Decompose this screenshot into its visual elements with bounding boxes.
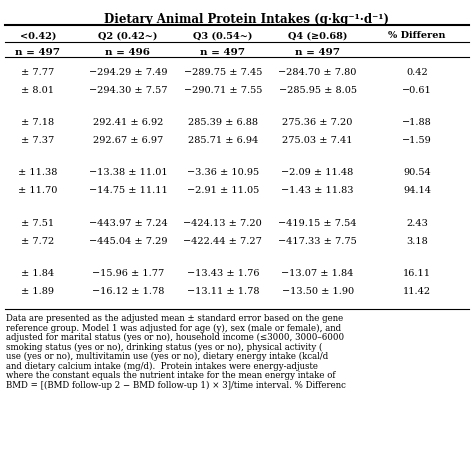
Text: 2.43: 2.43 [406, 219, 428, 228]
Text: ± 1.84: ± 1.84 [21, 269, 55, 278]
Text: reference group. Model 1 was adjusted for age (y), sex (male or female), and: reference group. Model 1 was adjusted fo… [6, 324, 344, 333]
Text: 90.54: 90.54 [403, 168, 431, 177]
Text: −14.75 ± 11.11: −14.75 ± 11.11 [89, 186, 167, 195]
Text: adjusted for marital status (yes or no), household income (≤3000, 3000–6000: adjusted for marital status (yes or no),… [6, 333, 346, 342]
Text: Q2 (0.42~): Q2 (0.42~) [98, 31, 158, 40]
Text: 292.67 ± 6.97: 292.67 ± 6.97 [93, 136, 163, 145]
Text: −443.97 ± 7.24: −443.97 ± 7.24 [89, 219, 167, 228]
Text: BMD = [(BMD follow-up 2 − BMD follow-up 1) × 3]/time interval. % Differenc: BMD = [(BMD follow-up 2 − BMD follow-up … [6, 381, 346, 390]
Text: −294.29 ± 7.49: −294.29 ± 7.49 [89, 68, 167, 77]
Text: −417.33 ± 7.75: −417.33 ± 7.75 [278, 237, 357, 246]
Text: ± 7.72: ± 7.72 [21, 237, 55, 246]
Text: % Differen: % Differen [388, 31, 446, 40]
Text: n = 496: n = 496 [106, 48, 150, 57]
Text: −13.43 ± 1.76: −13.43 ± 1.76 [187, 269, 259, 278]
Text: −2.91 ± 11.05: −2.91 ± 11.05 [187, 186, 259, 195]
Text: −424.13 ± 7.20: −424.13 ± 7.20 [183, 219, 262, 228]
Text: −13.07 ± 1.84: −13.07 ± 1.84 [282, 269, 354, 278]
Text: ± 7.37: ± 7.37 [21, 136, 55, 145]
Text: 3.18: 3.18 [406, 237, 428, 246]
Text: Data are presented as the adjusted mean ± standard error based on the gene: Data are presented as the adjusted mean … [6, 314, 343, 323]
Text: −1.59: −1.59 [402, 136, 432, 145]
Text: ± 11.70: ± 11.70 [18, 186, 58, 195]
Text: −16.12 ± 1.78: −16.12 ± 1.78 [92, 287, 164, 296]
Text: n = 497: n = 497 [201, 48, 245, 57]
Text: Dietary Animal Protein Intakes (g·kg⁻¹·d⁻¹): Dietary Animal Protein Intakes (g·kg⁻¹·d… [104, 13, 389, 26]
Text: −13.38 ± 11.01: −13.38 ± 11.01 [89, 168, 167, 177]
Text: −15.96 ± 1.77: −15.96 ± 1.77 [92, 269, 164, 278]
Text: −290.71 ± 7.55: −290.71 ± 7.55 [183, 86, 262, 95]
Text: ± 7.77: ± 7.77 [21, 68, 55, 77]
Text: n = 497: n = 497 [295, 48, 340, 57]
Text: −2.09 ± 11.48: −2.09 ± 11.48 [282, 168, 354, 177]
Text: −294.30 ± 7.57: −294.30 ± 7.57 [89, 86, 167, 95]
Text: 11.42: 11.42 [403, 287, 431, 296]
Text: −0.61: −0.61 [402, 86, 432, 95]
Text: −1.88: −1.88 [402, 118, 432, 127]
Text: ± 11.38: ± 11.38 [18, 168, 58, 177]
Text: where the constant equals the nutrient intake for the mean energy intake of: where the constant equals the nutrient i… [6, 371, 335, 380]
Text: −13.11 ± 1.78: −13.11 ± 1.78 [187, 287, 259, 296]
Text: −419.15 ± 7.54: −419.15 ± 7.54 [278, 219, 357, 228]
Text: 16.11: 16.11 [403, 269, 431, 278]
Text: −3.36 ± 10.95: −3.36 ± 10.95 [187, 168, 259, 177]
Text: −1.43 ± 11.83: −1.43 ± 11.83 [282, 186, 354, 195]
Text: ± 1.89: ± 1.89 [21, 287, 55, 296]
Text: 94.14: 94.14 [403, 186, 431, 195]
Text: Q3 (0.54~): Q3 (0.54~) [193, 31, 253, 40]
Text: 285.71 ± 6.94: 285.71 ± 6.94 [188, 136, 258, 145]
Text: and dietary calcium intake (mg/d).  Protein intakes were energy-adjuste: and dietary calcium intake (mg/d). Prote… [6, 362, 318, 371]
Text: use (yes or no), multivitamin use (yes or no), dietary energy intake (kcal/d: use (yes or no), multivitamin use (yes o… [6, 352, 328, 361]
Text: <0.42): <0.42) [20, 31, 56, 40]
Text: ± 7.18: ± 7.18 [21, 118, 55, 127]
Text: 285.39 ± 6.88: 285.39 ± 6.88 [188, 118, 258, 127]
Text: −445.04 ± 7.29: −445.04 ± 7.29 [89, 237, 167, 246]
Text: −422.44 ± 7.27: −422.44 ± 7.27 [183, 237, 262, 246]
Text: smoking status (yes or no), drinking status (yes or no), physical activity (: smoking status (yes or no), drinking sta… [6, 343, 322, 352]
Text: 292.41 ± 6.92: 292.41 ± 6.92 [93, 118, 163, 127]
Text: ± 8.01: ± 8.01 [21, 86, 55, 95]
Text: −285.95 ± 8.05: −285.95 ± 8.05 [279, 86, 356, 95]
Text: 0.42: 0.42 [406, 68, 428, 77]
Text: 275.36 ± 7.20: 275.36 ± 7.20 [283, 118, 353, 127]
Text: ± 7.51: ± 7.51 [21, 219, 55, 228]
Text: Q4 (≥0.68): Q4 (≥0.68) [288, 31, 347, 40]
Text: 275.03 ± 7.41: 275.03 ± 7.41 [283, 136, 353, 145]
Text: −13.50 ± 1.90: −13.50 ± 1.90 [282, 287, 354, 296]
Text: −289.75 ± 7.45: −289.75 ± 7.45 [183, 68, 262, 77]
Text: n = 497: n = 497 [16, 48, 60, 57]
Text: −284.70 ± 7.80: −284.70 ± 7.80 [278, 68, 357, 77]
